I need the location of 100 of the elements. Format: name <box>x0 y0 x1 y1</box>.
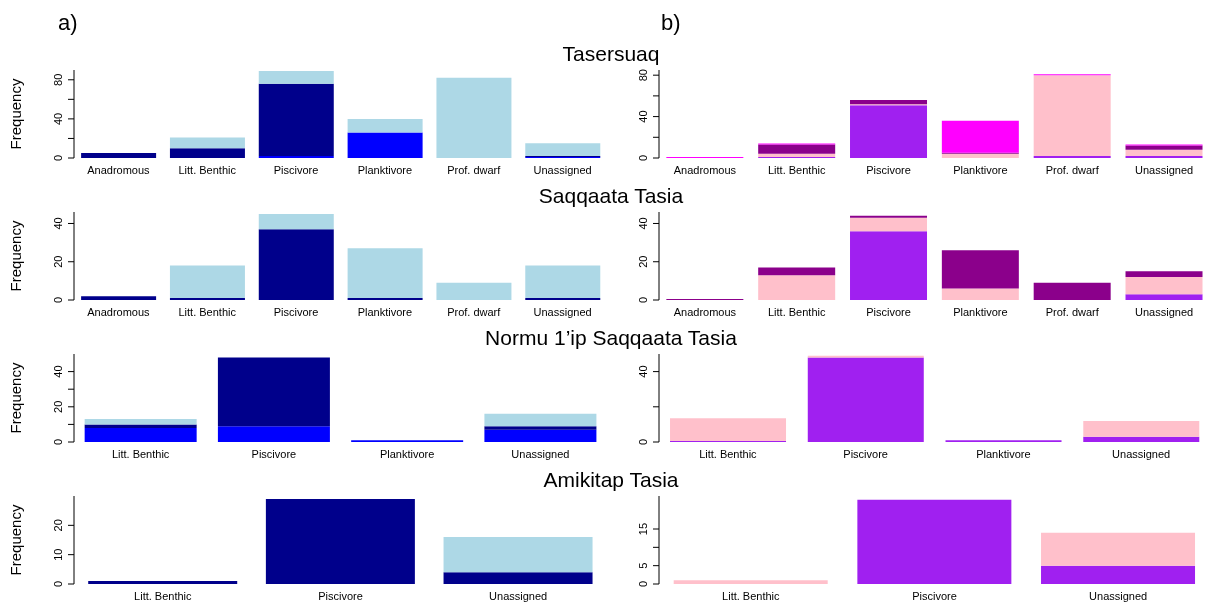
x-tick-label: Prof. dwarf <box>1045 163 1100 176</box>
x-tick-label: Prof. dwarf <box>447 305 502 318</box>
x-tick-label: Anadromous <box>87 305 151 318</box>
y-tick-label: 40 <box>52 365 64 378</box>
bar <box>484 429 597 442</box>
bar <box>258 213 334 230</box>
bar <box>443 572 593 584</box>
bar <box>1033 282 1111 300</box>
x-tick-label: Unassigned <box>511 447 570 460</box>
bar <box>347 118 423 133</box>
bar <box>1083 420 1200 437</box>
bar <box>258 70 334 84</box>
x-tick-label: Litt. Benthic <box>722 589 781 602</box>
bar <box>670 418 787 442</box>
text: a) <box>58 10 78 36</box>
y-tick-label: 0 <box>637 296 649 304</box>
x-tick-label: Litt. Benthic <box>134 589 193 602</box>
bar <box>673 580 828 584</box>
x-tick-label: Prof. dwarf <box>1045 305 1100 318</box>
y-tick-label: 40 <box>52 217 64 230</box>
x-tick-label: Piscivore <box>866 163 911 176</box>
bar <box>265 498 415 584</box>
x-tick-label: Planktivore <box>379 447 435 460</box>
y-tick-label: 20 <box>52 400 64 413</box>
x-tick-label: Unassigned <box>1135 305 1194 318</box>
bar <box>169 148 245 158</box>
bar <box>443 537 593 573</box>
bar <box>941 288 1019 300</box>
y-axis-title: Frequency <box>7 220 25 292</box>
x-tick-label: Anadromous <box>673 163 737 176</box>
y-tick-label: 40 <box>637 365 649 378</box>
x-tick-label: Piscivore <box>866 305 911 318</box>
bar <box>850 231 928 300</box>
x-tick-label: Anadromous <box>673 305 737 318</box>
x-tick-label: Planktivore <box>953 305 1008 318</box>
bar <box>1125 277 1203 295</box>
bar <box>1125 155 1203 158</box>
x-tick-label: Litt. Benthic <box>178 305 237 318</box>
bar <box>941 153 1019 158</box>
y-tick-label: 0 <box>52 296 64 304</box>
bar <box>88 581 238 584</box>
bar <box>84 419 197 425</box>
y-tick-label: 0 <box>52 438 64 446</box>
x-tick-label: Planktivore <box>357 163 413 176</box>
text: b) <box>661 10 681 36</box>
bar <box>857 499 1012 584</box>
x-tick-label: Anadromous <box>87 163 151 176</box>
bar <box>941 120 1019 153</box>
bar <box>525 265 601 299</box>
bar <box>347 248 423 299</box>
x-tick-label: Piscivore <box>912 589 957 602</box>
x-tick-label: Litt. Benthic <box>768 305 826 318</box>
x-tick-label: Litt. Benthic <box>111 447 170 460</box>
bar <box>758 144 836 154</box>
bar <box>1033 75 1111 156</box>
x-tick-label: Piscivore <box>318 589 363 602</box>
bar <box>1125 145 1203 150</box>
y-tick-label: 40 <box>52 112 64 126</box>
y-tick-label: 80 <box>637 69 649 82</box>
chart-title: Amikitap Tasia <box>542 468 680 492</box>
y-axis-title: Frequency <box>7 78 25 150</box>
bar <box>1125 294 1203 300</box>
bar <box>758 275 836 300</box>
x-tick-label: Unassigned <box>533 305 592 318</box>
bar <box>169 137 245 149</box>
bar <box>850 217 928 232</box>
bar <box>347 132 423 158</box>
x-tick-label: Planktivore <box>357 305 413 318</box>
bar <box>84 427 197 442</box>
x-tick-label: Unassigned <box>1089 589 1148 602</box>
x-tick-label: Unassigned <box>1135 163 1194 176</box>
y-tick-label: 0 <box>52 580 64 588</box>
y-tick-label: 5 <box>637 562 649 569</box>
y-axis-title: Frequency <box>7 362 25 434</box>
bar <box>1041 532 1196 566</box>
bar <box>850 105 928 158</box>
x-tick-label: Planktivore <box>976 447 1031 460</box>
y-tick-label: 0 <box>637 438 649 446</box>
bar <box>484 413 597 427</box>
x-tick-label: Prof. dwarf <box>447 163 502 176</box>
bar <box>941 250 1019 289</box>
chart-title: Saqqaata Tasia <box>537 184 685 208</box>
bar <box>258 229 334 300</box>
x-tick-label: Unassigned <box>1112 447 1171 460</box>
bar <box>81 153 157 158</box>
y-tick-label: 0 <box>637 154 649 162</box>
bar <box>484 426 597 430</box>
x-tick-label: Piscivore <box>251 447 297 460</box>
x-tick-label: Piscivore <box>273 163 319 176</box>
chart-title: Tasersuaq <box>561 42 661 66</box>
bar <box>81 296 157 300</box>
x-tick-label: Piscivore <box>273 305 319 318</box>
bar <box>436 282 512 300</box>
x-tick-label: Litt. Benthic <box>768 163 826 176</box>
x-tick-label: Litt. Benthic <box>178 163 237 176</box>
bar <box>436 77 512 158</box>
y-tick-label: 40 <box>637 217 649 230</box>
x-tick-label: Planktivore <box>953 163 1008 176</box>
bar <box>84 424 197 428</box>
bar <box>758 267 836 276</box>
